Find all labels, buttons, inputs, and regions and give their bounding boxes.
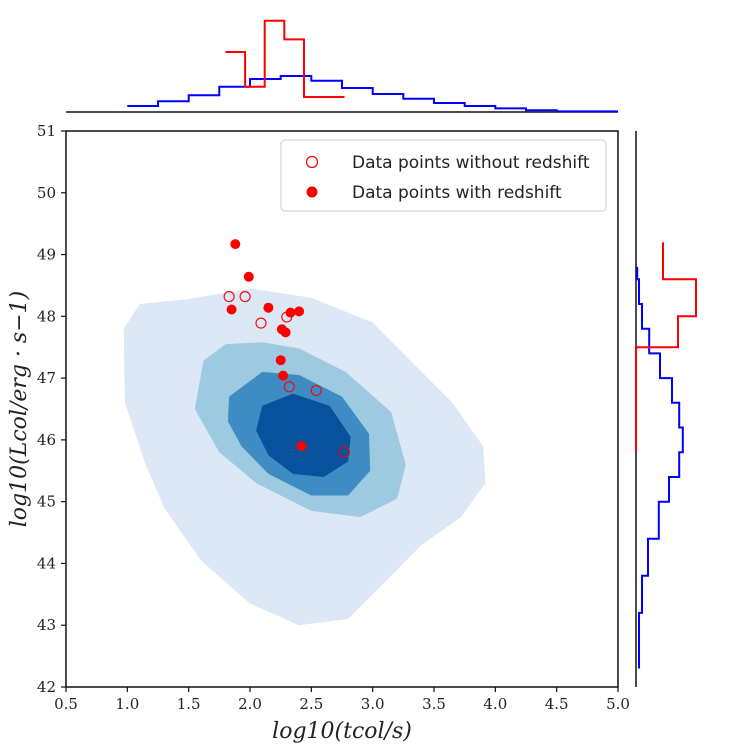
- y-tick-label: 45: [37, 493, 56, 511]
- x-tick-label: 3.0: [361, 695, 385, 713]
- open-data-point: [239, 291, 251, 303]
- filled-data-point: [285, 307, 296, 318]
- legend-label-with-redshift: Data points with redshift: [352, 183, 562, 203]
- y-tick-label: 46: [37, 431, 56, 449]
- filled-data-point: [278, 370, 289, 381]
- contour-level-4: [256, 393, 351, 477]
- filled-data-point: [280, 327, 291, 338]
- data-points: [223, 239, 351, 458]
- y-tick-label: 51: [37, 122, 56, 140]
- filled-data-point: [275, 355, 286, 366]
- x-tick-label: 4.0: [483, 695, 507, 713]
- top-histogram-blue: [127, 75, 618, 113]
- x-tick-label: 2.0: [238, 695, 262, 713]
- filled-data-point: [294, 306, 305, 317]
- y-tick-label: 42: [37, 678, 56, 696]
- legend-marker-open-circle: [305, 155, 319, 169]
- open-data-point: [223, 291, 235, 303]
- x-tick-label: 5.0: [606, 695, 630, 713]
- right-histogram-blue: [636, 266, 684, 669]
- y-tick-label: 44: [37, 554, 56, 572]
- plot-frame: [65, 130, 619, 688]
- y-tick-label: 49: [37, 246, 56, 264]
- x-axis-title: log10(tcol/s): [272, 719, 412, 744]
- legend-label-without-redshift: Data points without redshift: [352, 153, 590, 173]
- open-data-point: [283, 381, 295, 393]
- legend-box: [280, 139, 607, 212]
- legend-marker-filled-circle: [306, 186, 318, 198]
- main-plot-area: 0.5 1.0 1.5 2.0 2.5 3.0 3.5 4.0 4.5 5.0 424344454…: [37, 122, 630, 713]
- right-marginal-histogram: [635, 131, 697, 687]
- filled-data-point: [296, 441, 307, 452]
- filled-data-point: [263, 302, 274, 313]
- x-tick-label: 0.5: [54, 695, 78, 713]
- y-tick-label: 50: [37, 184, 56, 202]
- y-tick-label: 48: [37, 307, 56, 325]
- y-tick-label: 43: [37, 616, 56, 634]
- x-tick-label: 1.0: [115, 695, 139, 713]
- filled-data-point: [226, 304, 237, 315]
- filled-data-point: [230, 239, 241, 250]
- x-axis-ticks: 0.5 1.0 1.5 2.0 2.5 3.0 3.5 4.0 4.5 5.0: [54, 687, 630, 713]
- y-tick-label: 47: [37, 369, 56, 387]
- open-data-point: [310, 384, 322, 397]
- x-tick-label: 1.5: [177, 695, 201, 713]
- x-tick-label: 3.5: [422, 695, 446, 713]
- y-axis-ticks: 42 43 44 45 46 47 48 49 50 51: [37, 122, 66, 696]
- legend: Data points without redshift Data points…: [280, 139, 607, 212]
- filled-data-point: [243, 271, 254, 282]
- x-tick-label: 2.5: [299, 695, 323, 713]
- top-marginal-histogram: [66, 19, 618, 113]
- open-data-point: [338, 446, 351, 458]
- x-tick-label: 4.5: [545, 695, 569, 713]
- right-histogram-red: [635, 242, 697, 453]
- density-contours: [123, 288, 486, 626]
- open-data-point: [255, 317, 267, 329]
- top-histogram-red: [225, 19, 345, 98]
- y-axis-title: log10(Lcol/erg · s−1): [7, 291, 32, 527]
